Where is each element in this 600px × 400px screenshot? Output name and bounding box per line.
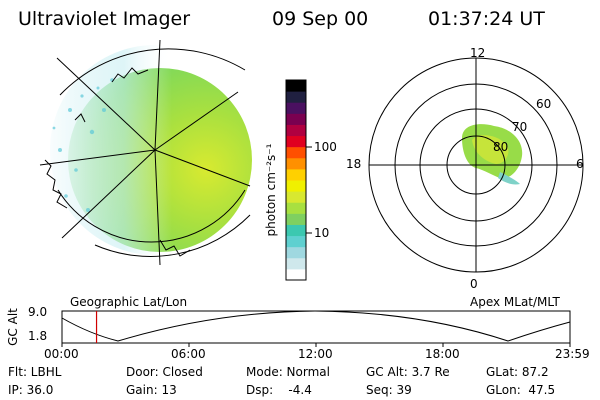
colorbar-segment (286, 124, 306, 137)
coastline (44, 67, 191, 257)
colorbar-segment (286, 246, 306, 259)
mlat-label-70: 70 (512, 120, 528, 134)
colorbar-tick-10: 10 (314, 226, 330, 240)
altitude-axis-label: GC Alt (6, 308, 20, 346)
geographic-caption: Geographic Lat/Lon (70, 295, 188, 309)
colorbar-segment (286, 91, 306, 103)
time-tick: 23:59 (555, 347, 590, 361)
mlat-label-80: 80 (493, 140, 509, 154)
colorbar-segment (286, 268, 306, 281)
door-status: Door: Closed (126, 365, 203, 379)
mlt-label-6: 6 (576, 157, 584, 171)
glat-status: GLat: 87.2 (486, 365, 549, 379)
mlat-label-60: 60 (536, 97, 552, 111)
mode-status: Mode: Normal (246, 365, 330, 379)
colorbar-segment (286, 157, 306, 170)
altitude-tick-max: 9.0 (28, 305, 48, 319)
altitude-plot (61, 310, 571, 347)
polar-caption: Apex MLat/MLT (470, 295, 560, 309)
colorbar-segment (286, 113, 306, 125)
time-tick: 18:00 (425, 347, 460, 361)
mlt-label-12: 12 (470, 46, 486, 60)
ip-status: IP: 36.0 (8, 383, 54, 397)
colorbar-unit-label: photon cm⁻²s⁻¹ (264, 143, 278, 237)
dsp-status: Dsp: -4.4 (246, 383, 312, 397)
colorbar-segment (286, 102, 306, 114)
colorbar-segment (286, 168, 306, 181)
mlt-label-0: 0 (470, 277, 478, 291)
seq-status: Seq: 39 (366, 383, 412, 397)
gain-status: Gain: 13 (126, 383, 177, 397)
time-tick: 00:00 (44, 347, 79, 361)
colorbar-segment (286, 135, 306, 148)
colorbar-segment (286, 146, 306, 159)
time-label: 01:37:24 UT (428, 8, 545, 30)
colorbar-tick-100: 100 (314, 140, 337, 154)
geographic-grid (39, 39, 251, 266)
glon-status: GLon: 47.5 (486, 383, 556, 397)
gc-alt-status: GC Alt: 3.7 Re (366, 365, 450, 379)
colorbar-segment (286, 191, 306, 203)
date-label: 09 Sep 00 (272, 8, 369, 30)
colorbar-segment (286, 202, 306, 214)
time-tick: 06:00 (171, 347, 206, 361)
colorbar (285, 79, 312, 281)
colorbar-segment (286, 257, 306, 270)
mlt-label-18: 18 (346, 157, 362, 171)
colorbar-segment (286, 235, 306, 248)
instrument-title: Ultraviolet Imager (18, 8, 191, 30)
filter-status: Flt: LBHL (8, 365, 62, 379)
altitude-tick-min: 1.8 (28, 329, 48, 343)
colorbar-segment (286, 224, 306, 237)
altitude-curve (61, 310, 571, 342)
polar-plot (368, 57, 584, 273)
time-tick: 12:00 (298, 347, 333, 361)
colorbar-segment (286, 213, 306, 225)
colorbar-segment (286, 180, 306, 192)
colorbar-segment (286, 80, 306, 92)
